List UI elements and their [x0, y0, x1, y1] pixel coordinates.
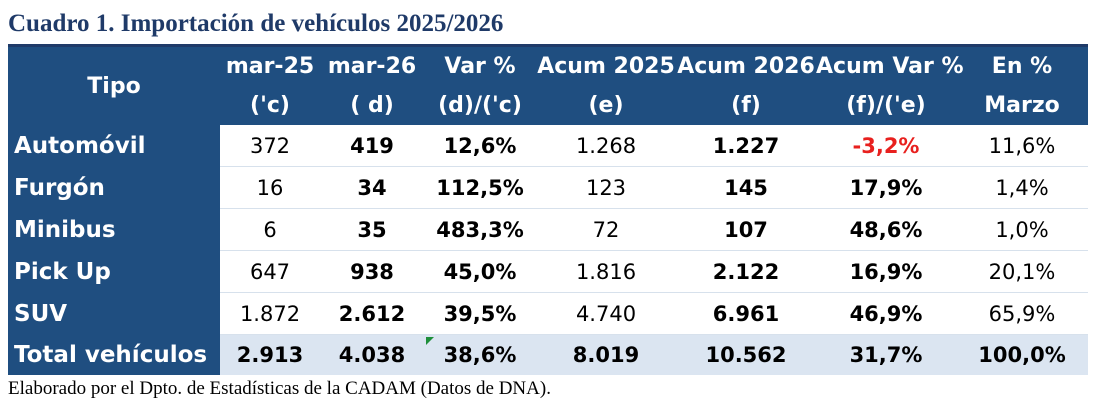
cell-var: 45,0%	[424, 250, 536, 293]
cell-en-pct: 65,9%	[956, 292, 1088, 335]
cell-total-en-pct: 100,0%	[956, 334, 1088, 375]
cell-total-mar26: 4.038	[320, 334, 424, 375]
header-col-2-line1: mar-26	[320, 47, 424, 86]
cell-mar25: 16	[220, 166, 320, 209]
cell-var: 112,5%	[424, 166, 536, 209]
cell-total-var-value: 38,6%	[443, 343, 517, 367]
cell-total-acum-var: 31,7%	[816, 334, 956, 375]
cell-acum2025: 1.816	[536, 250, 676, 293]
row-label: Automóvil	[8, 125, 220, 167]
cell-mar25: 647	[220, 250, 320, 293]
table-row-furgon: Furgón 16 34 112,5% 123 145 17,9% 1,4%	[8, 166, 1088, 209]
cell-acum2025: 123	[536, 166, 676, 209]
cell-total-mar25: 2.913	[220, 334, 320, 375]
table-row-suv: SUV 1.872 2.612 39,5% 4.740 6.961 46,9% …	[8, 292, 1088, 335]
source-note: Elaborado por el Dpto. de Estadísticas d…	[8, 378, 551, 399]
table-row-total: Total vehículos 2.913 4.038 38,6% 8.019 …	[8, 334, 1088, 375]
cell-var: 39,5%	[424, 292, 536, 335]
header-tipo: Tipo	[8, 47, 220, 125]
cell-acum2026: 6.961	[676, 292, 816, 335]
header-col-2-line2: ( d)	[320, 86, 424, 125]
row-label-total: Total vehículos	[8, 334, 220, 375]
cell-var: 12,6%	[424, 125, 536, 167]
cell-mar26: 34	[320, 166, 424, 209]
table-title: Cuadro 1. Importación de vehículos 2025/…	[8, 10, 504, 37]
import-table-container: Tipo mar-25 mar-26 Var % Acum 2025 Acum …	[8, 44, 1088, 375]
table-row-pick-up: Pick Up 647 938 45,0% 1.816 2.122 16,9% …	[8, 250, 1088, 293]
table-row-automovil: Automóvil 372 419 12,6% 1.268 1.227 -3,2…	[8, 125, 1088, 167]
cell-acum-var: -3,2%	[816, 125, 956, 167]
cell-acum2026: 1.227	[676, 125, 816, 167]
header-col-7-line1: En %	[956, 47, 1088, 86]
cell-mar25: 1.872	[220, 292, 320, 335]
cell-mar26: 2.612	[320, 292, 424, 335]
header-col-6-line2: (f)/('e)	[816, 86, 956, 125]
cell-en-pct: 11,6%	[956, 125, 1088, 167]
header-col-3-line1: Var %	[424, 47, 536, 86]
row-label: Minibus	[8, 208, 220, 251]
header-col-1-line1: mar-25	[220, 47, 320, 86]
cell-total-var: 38,6%	[424, 334, 536, 375]
cell-acum-var: 17,9%	[816, 166, 956, 209]
header-col-3-line2: (d)/('c)	[424, 86, 536, 125]
row-label: SUV	[8, 292, 220, 335]
cell-acum2025: 4.740	[536, 292, 676, 335]
header-col-5-line1: Acum 2026	[676, 47, 816, 86]
header-col-7-line2: Marzo	[956, 86, 1088, 125]
cell-acum2026: 107	[676, 208, 816, 251]
import-table: Tipo mar-25 mar-26 Var % Acum 2025 Acum …	[8, 47, 1088, 375]
row-label: Pick Up	[8, 250, 220, 293]
header-col-5-line2: (f)	[676, 86, 816, 125]
cell-total-acum2026: 10.562	[676, 334, 816, 375]
cell-en-pct: 20,1%	[956, 250, 1088, 293]
header-col-4-line1: Acum 2025	[536, 47, 676, 86]
cell-acum2026: 2.122	[676, 250, 816, 293]
row-label: Furgón	[8, 166, 220, 209]
cell-acum-var: 46,9%	[816, 292, 956, 335]
header-col-1-line2: ('c)	[220, 86, 320, 125]
cell-acum-var: 16,9%	[816, 250, 956, 293]
cell-total-acum2025: 8.019	[536, 334, 676, 375]
cell-mar26: 35	[320, 208, 424, 251]
cell-acum2026: 145	[676, 166, 816, 209]
cell-mar25: 372	[220, 125, 320, 167]
cell-var: 483,3%	[424, 208, 536, 251]
header-col-4-line2: (e)	[536, 86, 676, 125]
cell-en-pct: 1,0%	[956, 208, 1088, 251]
header-col-6-line1: Acum Var %	[816, 47, 964, 86]
cell-acum2025: 72	[536, 208, 676, 251]
table-row-minibus: Minibus 6 35 483,3% 72 107 48,6% 1,0%	[8, 208, 1088, 251]
cell-mar26: 938	[320, 250, 424, 293]
cell-error-marker-icon	[426, 337, 434, 345]
cell-acum-var: 48,6%	[816, 208, 956, 251]
cell-mar26: 419	[320, 125, 424, 167]
cell-mar25: 6	[220, 208, 320, 251]
cell-acum2025: 1.268	[536, 125, 676, 167]
cell-en-pct: 1,4%	[956, 166, 1088, 209]
